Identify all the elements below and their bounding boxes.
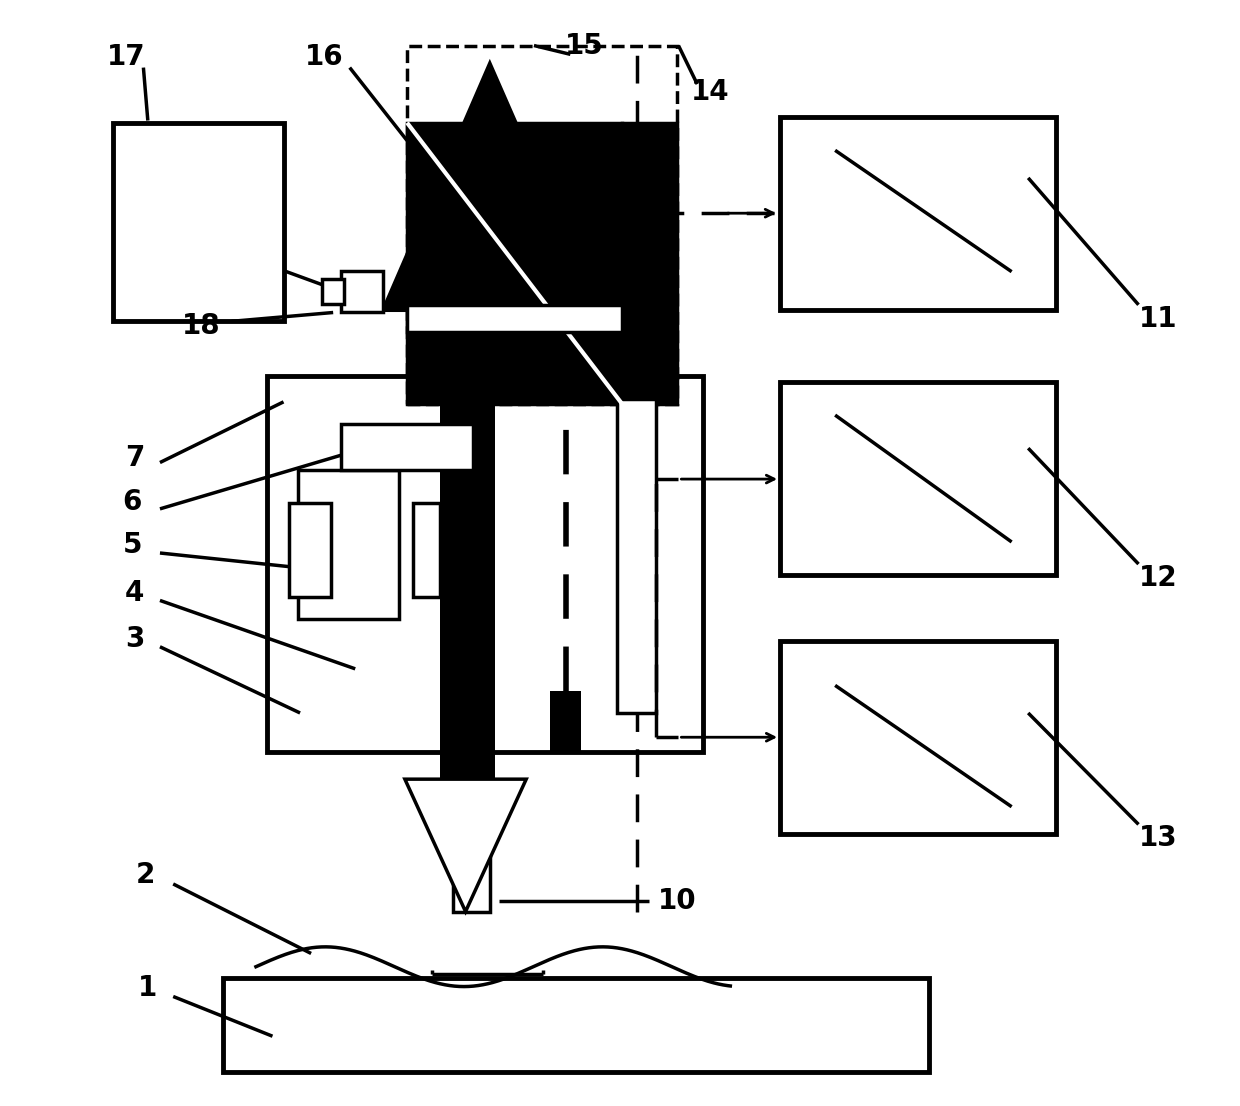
Bar: [780, 117, 1055, 311]
Bar: [298, 470, 399, 619]
Bar: [551, 343, 582, 404]
Text: 7: 7: [125, 445, 144, 472]
Text: 18: 18: [181, 312, 219, 340]
Text: 1: 1: [138, 973, 157, 1002]
Bar: [341, 271, 383, 313]
Text: 5: 5: [123, 531, 143, 560]
Bar: [440, 371, 495, 779]
Bar: [407, 305, 622, 333]
Bar: [289, 503, 331, 597]
Text: 8: 8: [542, 354, 562, 382]
Text: 4: 4: [125, 578, 144, 607]
Bar: [223, 978, 929, 1072]
Bar: [322, 280, 345, 304]
Bar: [407, 45, 677, 404]
Text: 2: 2: [136, 862, 155, 889]
Bar: [454, 779, 490, 911]
Text: 16: 16: [305, 42, 343, 71]
Text: 17: 17: [107, 42, 145, 71]
Bar: [341, 424, 474, 470]
Text: 6: 6: [123, 488, 143, 517]
Text: 15: 15: [565, 31, 604, 60]
Polygon shape: [383, 63, 598, 311]
Text: 3: 3: [125, 625, 144, 653]
Bar: [413, 503, 440, 597]
Bar: [622, 123, 677, 404]
Bar: [780, 641, 1055, 834]
Bar: [780, 382, 1055, 575]
Text: 13: 13: [1140, 824, 1178, 852]
Bar: [113, 123, 284, 322]
Text: 10: 10: [658, 887, 697, 915]
Bar: [551, 691, 582, 752]
Bar: [267, 376, 703, 752]
Text: 9: 9: [608, 354, 626, 382]
Text: 14: 14: [691, 77, 730, 106]
Bar: [407, 123, 622, 404]
Bar: [407, 305, 622, 333]
Text: 11: 11: [1140, 305, 1178, 333]
Polygon shape: [405, 779, 526, 911]
Bar: [616, 398, 656, 713]
Text: 12: 12: [1140, 564, 1178, 593]
